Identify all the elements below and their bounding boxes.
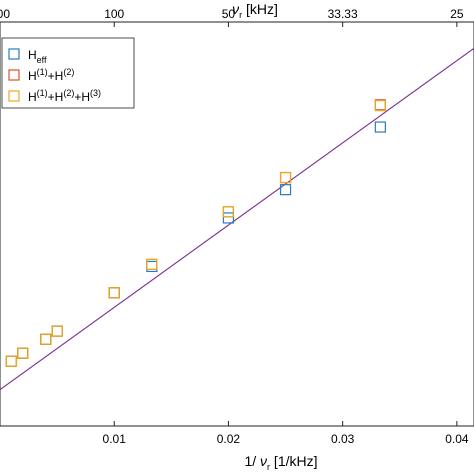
data-point — [146, 258, 158, 270]
data-point — [374, 100, 386, 112]
data-points — [5, 99, 386, 367]
data-point — [5, 355, 18, 367]
data-point — [17, 347, 29, 359]
data-point — [222, 212, 235, 224]
data-point — [374, 121, 386, 133]
data-point — [279, 184, 292, 196]
x-tick-label: 0.04 — [445, 432, 469, 446]
legend-label: H(1)+H(2) — [28, 67, 74, 83]
legend-marker — [8, 69, 20, 81]
top-tick-label: 200 — [0, 7, 10, 21]
axis-ticks — [0, 22, 458, 426]
x-tick-label: 0.02 — [217, 432, 241, 446]
data-point — [279, 171, 292, 184]
legend-label: H(1)+H(2)+H(3) — [28, 88, 101, 104]
legend: Heff H(1)+H(2) H(1)+H(2)+H(3) — [1, 37, 135, 109]
top-axis-label: νr [kHz] — [232, 1, 278, 20]
x-tick-label: 0.03 — [331, 432, 355, 446]
data-point — [40, 333, 52, 345]
top-tick-label: 100 — [104, 7, 124, 21]
data-point — [51, 325, 63, 337]
top-tick-label: 25 — [450, 7, 464, 21]
legend-box — [1, 37, 135, 109]
data-point — [222, 206, 235, 218]
x-axis-label: 1/ νr [1/kHz] — [244, 453, 317, 472]
x-tick-label: 0.01 — [103, 432, 127, 446]
legend-label: Heff — [28, 48, 47, 65]
top-tick-labels: 200 100 50 33.33 25 — [0, 7, 464, 21]
fit-line — [0, 47, 474, 391]
top-tick-label: 33.33 — [328, 7, 358, 21]
data-point — [108, 287, 120, 299]
x-tick-labels: 0.01 0.02 0.03 0.04 — [103, 432, 469, 446]
top-tick-label: 50 — [222, 7, 236, 21]
legend-marker — [8, 90, 20, 102]
legend-marker — [8, 48, 20, 60]
